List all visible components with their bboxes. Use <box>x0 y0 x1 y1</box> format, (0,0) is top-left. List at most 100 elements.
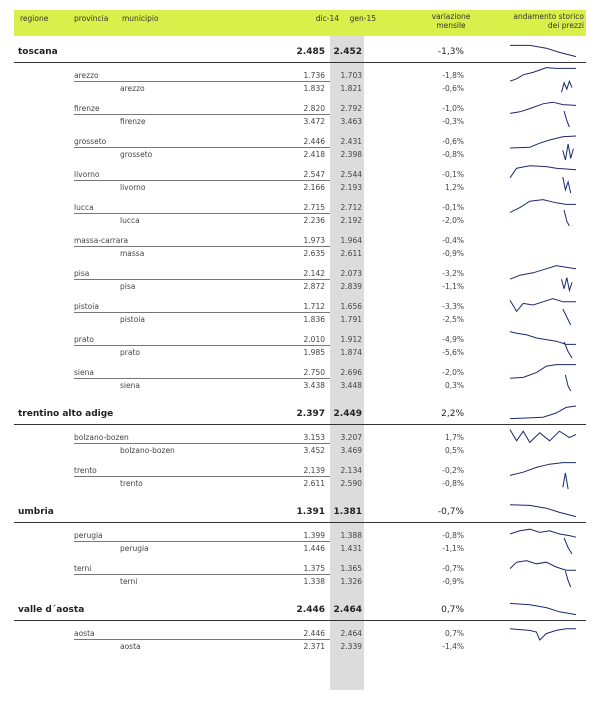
sparkline-path <box>509 265 577 280</box>
variazione-mensile: -5,6% <box>442 348 464 357</box>
price-trend-sparkline <box>510 44 577 58</box>
municipio-label: siena <box>120 381 140 390</box>
provincia-label: grosseto <box>74 137 107 146</box>
value-dic14: 2.166 <box>303 183 325 192</box>
sparkline-path <box>562 472 569 490</box>
value-dic14: 2.820 <box>303 104 325 113</box>
variazione-mensile: -0,3% <box>442 117 464 126</box>
provincia-label: trento <box>74 466 97 475</box>
value-gen15: 1.388 <box>340 531 362 540</box>
value-gen15: 2.134 <box>340 466 362 475</box>
value-gen15: 1.431 <box>340 544 362 553</box>
provincia-row-firenze: firenze 2.820 2.792 -1,0% <box>0 101 610 115</box>
variazione-mensile: -0,8% <box>442 479 464 488</box>
variazione-mensile: -1,1% <box>442 544 464 553</box>
regione-row-trentino-alto-adige: trentino alto adige 2.397 2.449 2,2% <box>0 404 610 425</box>
price-trend-sparkline <box>509 528 577 538</box>
value-dic14: 1.712 <box>303 302 325 311</box>
price-trend-sparkline <box>509 504 577 518</box>
value-gen15: 1.821 <box>340 84 362 93</box>
variazione-mensile: -0,1% <box>442 170 464 179</box>
variazione-mensile: 2,2% <box>441 409 464 419</box>
municipio-label: terni <box>120 577 138 586</box>
provincia-row-siena: siena 2.750 2.696 -2,0% <box>0 364 610 379</box>
municipio-label: arezzo <box>120 84 145 93</box>
municipio-row-firenze: firenze 3.472 3.463 -0,3% <box>0 110 610 128</box>
province-divider <box>74 147 330 148</box>
value-dic14: 1.832 <box>303 84 325 93</box>
sparkline-path <box>509 462 576 476</box>
municipio-label: trento <box>120 479 143 488</box>
value-gen15: 1.874 <box>340 348 362 357</box>
value-dic14: 2.397 <box>296 409 325 419</box>
sparkline-path <box>562 143 574 161</box>
value-dic14: 2.715 <box>303 203 325 212</box>
sparkline-path <box>564 570 572 588</box>
price-trend-sparkline <box>562 176 572 194</box>
variazione-mensile: -0,9% <box>442 249 464 258</box>
value-gen15: 2.590 <box>340 479 362 488</box>
provincia-row-arezzo: arezzo 1.736 1.703 -1,8% <box>0 67 610 82</box>
value-gen15: 2.398 <box>340 150 362 159</box>
price-trend-sparkline <box>509 265 577 280</box>
provincia-row-pistoia: pistoia 1.712 1.656 -3,3% <box>0 298 610 313</box>
provincia-row-lucca: lucca 2.715 2.712 -0,1% <box>0 199 610 214</box>
sparkline-path <box>509 364 576 379</box>
value-gen15: 2.339 <box>340 642 362 651</box>
sparkline-path <box>562 176 572 194</box>
provincia-label: livorno <box>74 170 100 179</box>
value-dic14: 2.446 <box>296 605 325 615</box>
price-trend-sparkline <box>509 165 577 179</box>
municipio-row-aosta: aosta 2.371 2.339 -1,4% <box>0 640 610 653</box>
provincia-label: firenze <box>74 104 100 113</box>
province-divider <box>74 114 330 115</box>
sparkline-path <box>509 429 577 444</box>
province-divider <box>74 476 330 477</box>
sparkline-path <box>561 79 573 93</box>
province-divider <box>74 378 330 379</box>
municipio-row-perugia: perugia 1.446 1.431 -1,1% <box>0 537 610 555</box>
value-gen15: 1.791 <box>340 315 362 324</box>
value-dic14: 1.985 <box>303 348 325 357</box>
province-divider <box>74 312 330 313</box>
value-dic14: 2.446 <box>303 629 325 638</box>
provincia-row-terni: terni 1.375 1.365 -0,7% <box>0 560 610 575</box>
sparkline-path <box>509 135 577 149</box>
sparkline-path <box>563 341 573 359</box>
value-gen15: 3.448 <box>340 381 362 390</box>
col-andamento-line2: dei prezzi <box>547 21 584 30</box>
price-trend-sparkline <box>509 298 576 313</box>
value-gen15: 2.452 <box>333 47 362 57</box>
value-gen15: 2.073 <box>340 269 362 278</box>
municipio-row-lucca: lucca 2.236 2.192 -2,0% <box>0 209 610 227</box>
region-divider <box>14 424 586 425</box>
value-dic14: 3.153 <box>303 433 325 442</box>
provincia-label: prato <box>74 335 94 344</box>
sparkline-path <box>563 110 570 128</box>
municipio-row-pisa: pisa 2.872 2.839 -1,1% <box>0 277 610 293</box>
region-divider <box>14 620 586 621</box>
municipio-label: bolzano-bozen <box>120 446 175 455</box>
value-dic14: 2.446 <box>303 137 325 146</box>
price-trend-sparkline <box>509 135 577 149</box>
sparkline-path <box>563 537 573 555</box>
sparkline-path <box>509 560 576 571</box>
col-provincia: provincia <box>74 14 109 23</box>
variazione-mensile: -3,3% <box>442 302 464 311</box>
col-gen15: gen-15 <box>349 14 376 23</box>
municipio-label: prato <box>120 348 140 357</box>
sparkline-path <box>563 209 570 227</box>
regione-row-valle-d-aosta: valle d´aosta 2.446 2.464 0,7% <box>0 600 610 621</box>
value-dic14: 2.418 <box>303 150 325 159</box>
municipio-label: pisa <box>120 282 136 291</box>
value-dic14: 3.438 <box>303 381 325 390</box>
price-trend-sparkline <box>509 628 576 641</box>
value-gen15: 3.469 <box>340 446 362 455</box>
price-trend-sparkline <box>509 560 576 571</box>
price-trend-sparkline <box>564 374 572 392</box>
value-dic14: 2.371 <box>303 642 325 651</box>
value-dic14: 2.236 <box>303 216 325 225</box>
municipio-row-pistoia: pistoia 1.836 1.791 -2,5% <box>0 308 610 326</box>
variazione-mensile: -0,6% <box>442 137 464 146</box>
price-trend-sparkline <box>509 67 576 82</box>
